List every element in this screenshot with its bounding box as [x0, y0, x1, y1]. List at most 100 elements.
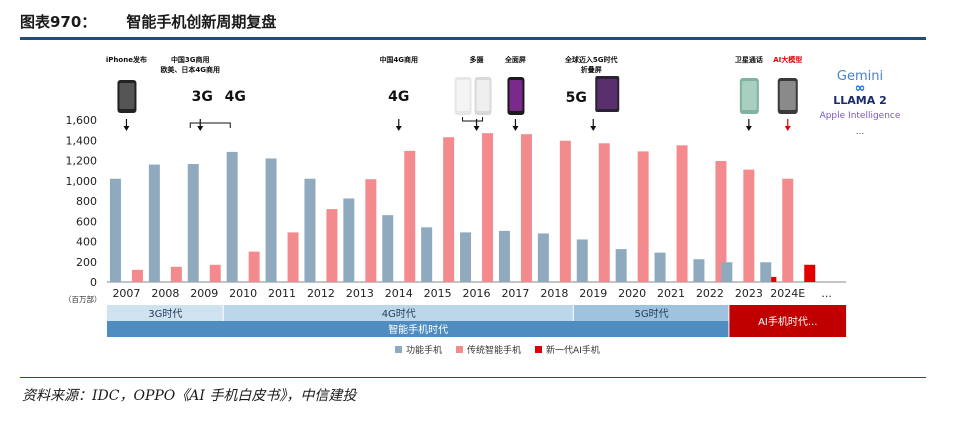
bar-smartphone-2007 — [131, 269, 143, 282]
figure-title: 图表970： 智能手机创新周期复盘 — [20, 11, 276, 32]
event-annotation: 全球迈入5G时代 — [564, 55, 618, 64]
annotation-arrowhead — [123, 126, 130, 131]
bar-smartphone-2015 — [443, 137, 455, 282]
bottom-rule — [20, 377, 926, 378]
x-tick-label: ... — [821, 287, 832, 300]
x-tick-label: 2008 — [151, 287, 179, 300]
event-annotation: 全面屏 — [504, 55, 526, 64]
bar-ai-phone-2024E — [804, 264, 816, 282]
badge-4g: 4G — [225, 89, 246, 105]
x-tick-label: 2014 — [385, 287, 413, 300]
smartphone-innovation-chart: 0 200 400 600 800 1,000 1,200 1,400 1,600 （百万部） 20… — [64, 55, 901, 356]
top-rule — [20, 37, 926, 40]
ai-model-label: ... — [856, 127, 865, 137]
bar-smartphone-2016 — [482, 133, 494, 282]
bar-smartphone-2014 — [404, 150, 416, 282]
bar-feature-phone-2012 — [304, 178, 316, 282]
legend-swatch — [395, 346, 402, 353]
annotation-arrowhead — [590, 126, 597, 131]
bar-smartphone-2022 — [715, 161, 727, 282]
y-tick-label: 1,400 — [66, 134, 98, 147]
bracket-multi-camera — [462, 117, 484, 122]
ai-phone-icon-screen — [779, 81, 796, 110]
event-annotation: 欧美、日本4G商用 — [160, 65, 220, 74]
x-tick-label: 2011 — [268, 287, 296, 300]
event-annotation: 折叠屏 — [581, 65, 602, 74]
era-band — [223, 305, 573, 321]
y-tick-label: 1,000 — [66, 175, 98, 188]
x-tick-label: 2010 — [229, 287, 257, 300]
era-band — [729, 305, 847, 337]
x-tick-label: 2015 — [424, 287, 452, 300]
bar-smartphone-2012 — [326, 209, 338, 282]
era-band-label: 3G时代 — [148, 308, 182, 320]
x-tick-label: 2022 — [696, 287, 724, 300]
legend-swatch — [456, 346, 463, 353]
multi-camera-phones-icon-2-screen — [476, 80, 490, 111]
bar-smartphone-2021 — [676, 145, 688, 282]
y-tick-label: 200 — [76, 256, 97, 269]
bar-feature-phone-2009 — [187, 164, 199, 282]
bar-smartphone-2019 — [598, 143, 610, 282]
x-tick-label: 2018 — [540, 287, 568, 300]
annotation-arrowhead — [197, 126, 204, 131]
annotation-arrowhead — [745, 126, 752, 131]
multi-camera-phones-icon-screen — [456, 80, 470, 111]
y-tick-label: 600 — [76, 215, 97, 228]
figure-label: 图表970： — [20, 13, 97, 31]
bar-feature-phone-2022 — [693, 259, 705, 282]
bar-feature-phone-2011 — [265, 158, 277, 282]
y-tick-label: 0 — [90, 276, 97, 289]
event-annotation: 中国3G商用 — [171, 55, 210, 64]
era-band — [107, 321, 729, 337]
annotation-arrowhead — [473, 126, 480, 131]
legend-label: 传统智能手机 — [467, 344, 521, 356]
era-band-label: AI手机时代... — [758, 315, 817, 328]
y-tick-label: 800 — [76, 195, 97, 208]
bar-feature-phone-2018 — [537, 233, 549, 282]
badge-4g-china: 4G — [388, 89, 409, 105]
x-tick-label: 2016 — [463, 287, 491, 300]
x-tick-label: 2013 — [346, 287, 374, 300]
iphone-icon-screen — [119, 83, 135, 109]
era-band-label: 智能手机时代 — [388, 323, 448, 336]
legend-swatch — [535, 346, 542, 353]
bar-smartphone-2011 — [287, 232, 299, 282]
x-tick-label: 2023 — [735, 287, 763, 300]
x-tick-label: 2021 — [657, 287, 685, 300]
bar-feature-phone-2016 — [460, 232, 472, 282]
annotation-arrowhead — [395, 126, 402, 131]
bar-smartphone-2013 — [365, 179, 377, 282]
badge-5g: 5G — [566, 90, 587, 106]
satellite-phone-icon-screen — [741, 81, 757, 110]
bar-feature-phone-2014 — [382, 215, 394, 282]
bar-smartphone-2024E — [782, 178, 794, 282]
source-note: 资料来源：IDC，OPPO《AI 手机白皮书》，中信建投 — [22, 388, 357, 404]
ai-model-label: Apple Intelligence — [820, 111, 901, 121]
x-tick-label: 2024E — [770, 287, 805, 300]
x-tick-label: 2009 — [190, 287, 218, 300]
x-tick-label: 2017 — [501, 287, 529, 300]
x-tick-label: 2020 — [618, 287, 646, 300]
y-unit-label: （百万部） — [64, 294, 102, 304]
figure-title-text: 智能手机创新周期复盘 — [126, 13, 277, 31]
y-tick-label: 400 — [76, 236, 97, 249]
annotation-arrowhead — [512, 126, 519, 131]
era-band-label: 4G时代 — [382, 308, 416, 320]
x-tick-label: 2007 — [112, 287, 140, 300]
bar-feature-phone-2007 — [109, 178, 121, 282]
bar-feature-phone-2024E — [760, 262, 772, 282]
bar-feature-phone-2013 — [343, 198, 355, 282]
bar-smartphone-2017 — [520, 134, 532, 282]
bar-feature-phone-2023 — [721, 262, 733, 282]
x-tick-label: 2019 — [579, 287, 607, 300]
bar-feature-phone-2021 — [654, 252, 666, 282]
y-tick-label: 1,600 — [66, 114, 98, 127]
annotation-arrowhead — [784, 126, 791, 131]
ai-model-label: LLAMA 2 — [833, 94, 886, 107]
bar-smartphone-2023 — [743, 169, 755, 282]
bar-feature-phone-2008 — [148, 164, 160, 282]
bar-smartphone-2009 — [209, 264, 221, 282]
foldable-phone-icon-screen — [597, 79, 618, 109]
full-screen-phone-icon-screen — [509, 80, 523, 111]
